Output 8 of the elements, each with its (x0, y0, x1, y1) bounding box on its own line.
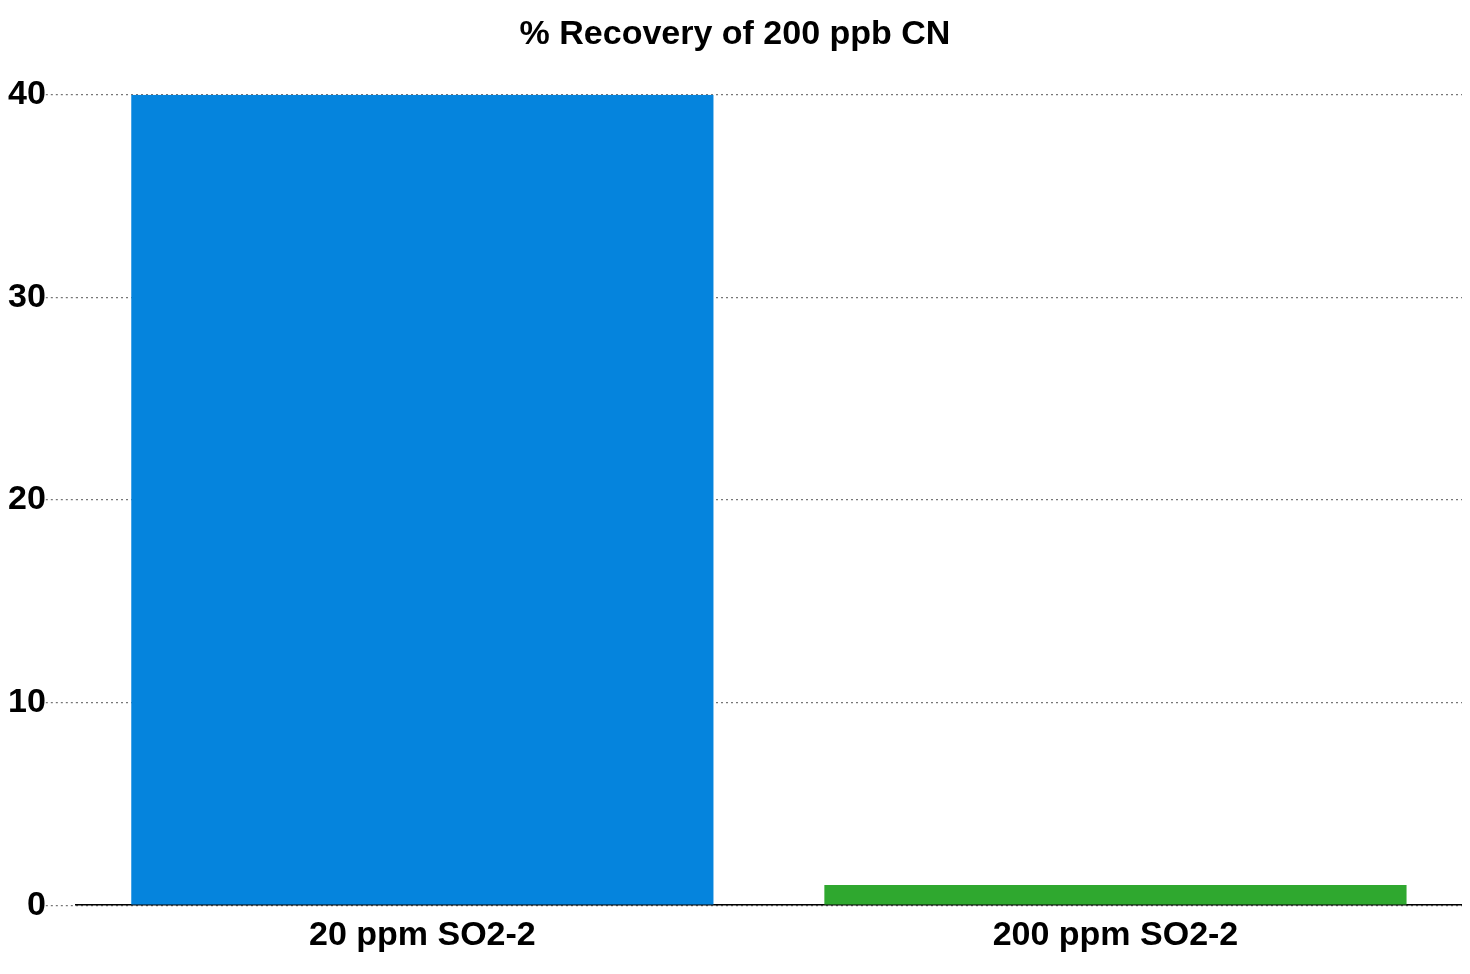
x-tick-label: 20 ppm SO2-2 (308, 913, 536, 952)
y-tick-label: 10 (7, 680, 46, 719)
y-tick-label: 20 (7, 478, 46, 517)
y-tick-label: 30 (7, 275, 46, 314)
y-tick-label: 40 (7, 73, 46, 112)
y-tick-label: 0 (26, 883, 46, 922)
chart-title: % Recovery of 200 ppb CN (519, 12, 951, 51)
x-tick-label: 200 ppm SO2-2 (992, 913, 1239, 952)
